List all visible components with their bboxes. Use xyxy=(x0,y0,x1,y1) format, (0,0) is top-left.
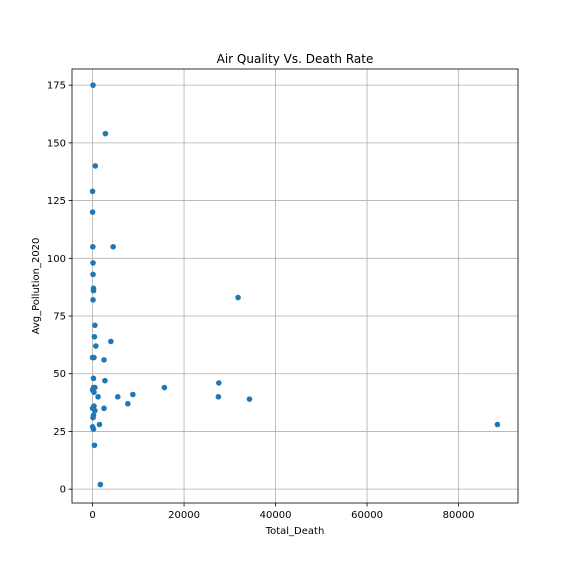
x-tick-label: 60000 xyxy=(351,510,383,521)
y-tick-label: 75 xyxy=(53,312,66,323)
x-tick-label: 0 xyxy=(89,510,95,521)
data-point xyxy=(97,481,104,488)
data-points xyxy=(89,82,501,488)
y-tick-label: 125 xyxy=(47,196,66,207)
data-point xyxy=(90,375,97,382)
data-point xyxy=(130,391,136,398)
data-point xyxy=(108,338,114,345)
data-point xyxy=(89,209,96,215)
data-point xyxy=(90,260,96,266)
data-point xyxy=(89,424,96,430)
data-point xyxy=(89,387,96,393)
y-tick-label: 150 xyxy=(47,138,66,149)
y-tick-label: 50 xyxy=(53,369,66,380)
x-axis-label: Total_Death xyxy=(265,526,325,537)
data-point xyxy=(92,322,98,329)
data-point xyxy=(235,294,241,301)
data-point xyxy=(92,163,99,169)
data-point xyxy=(161,384,168,391)
data-point xyxy=(114,394,121,400)
data-point xyxy=(246,396,253,402)
data-point xyxy=(96,421,103,428)
x-tick-label: 80000 xyxy=(443,510,475,521)
data-point xyxy=(90,414,96,421)
data-point xyxy=(95,394,101,400)
y-axis-label: Avg_Pollution_2020 xyxy=(31,238,42,335)
y-tick-label: 25 xyxy=(53,427,66,438)
data-point xyxy=(102,377,108,384)
data-point xyxy=(110,243,116,250)
data-point xyxy=(90,243,96,250)
y-tick-label: 0 xyxy=(60,485,66,496)
data-point xyxy=(92,343,99,349)
x-tick-label: 40000 xyxy=(260,510,292,521)
data-point xyxy=(215,394,222,400)
grid-lines xyxy=(72,69,518,503)
y-tick-label: 175 xyxy=(47,81,66,92)
data-point xyxy=(90,82,96,88)
data-point xyxy=(90,287,97,294)
data-point xyxy=(101,405,107,412)
data-point xyxy=(494,421,501,428)
axis-ticks: 0 20000 40000 60000 80000 0 25 50 75 100 125 150 175 xyxy=(47,81,475,521)
data-point xyxy=(101,357,107,363)
chart-title: Air Quality Vs. Death Rate xyxy=(217,52,374,66)
plot-area xyxy=(72,69,518,503)
data-point xyxy=(91,333,98,340)
data-point xyxy=(216,380,222,386)
x-tick-label: 20000 xyxy=(168,510,200,521)
y-tick-label: 100 xyxy=(47,254,66,265)
data-point xyxy=(90,297,96,303)
data-point xyxy=(89,354,96,361)
data-point xyxy=(91,442,98,449)
data-point xyxy=(90,271,96,278)
data-point xyxy=(89,188,96,195)
data-point xyxy=(125,400,131,407)
data-point xyxy=(89,405,96,412)
axes-frame xyxy=(71,68,519,504)
data-point xyxy=(102,130,109,137)
